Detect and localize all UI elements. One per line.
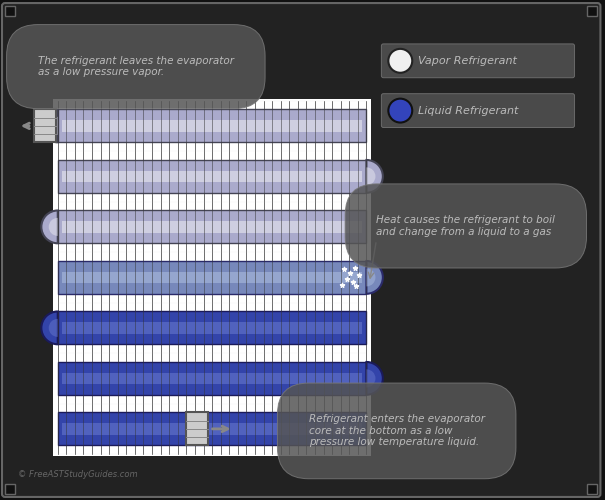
Wedge shape [367,362,383,395]
FancyBboxPatch shape [2,3,600,497]
Bar [587,484,598,494]
Bar [57,210,367,244]
Point [355,272,364,280]
Point [345,270,355,278]
Bar [5,6,15,16]
Bar [62,272,362,283]
Wedge shape [367,160,383,193]
Bar [62,120,362,132]
Bar [62,170,362,182]
Text: The refrigerant leaves the evaporator
as a low pressure vapor.: The refrigerant leaves the evaporator as… [38,56,234,78]
Bar [57,160,367,193]
Bar [57,412,367,446]
Wedge shape [41,210,57,244]
FancyBboxPatch shape [381,44,575,78]
Bar [62,423,362,434]
Text: Refrigerant enters the evaporator
core at the bottom as a low
pressure low tempe: Refrigerant enters the evaporator core a… [309,414,485,448]
Point [351,264,361,272]
Bar [5,484,15,494]
Bar [53,98,371,456]
Point [352,282,361,290]
Wedge shape [367,261,383,294]
Bar [57,312,367,344]
Circle shape [388,98,412,122]
Bar [62,372,362,384]
Text: Heat causes the refrigerant to boil
and change from a liquid to a gas: Heat causes the refrigerant to boil and … [376,215,555,236]
Wedge shape [49,218,57,236]
Bar [57,362,367,395]
Wedge shape [49,319,57,337]
Wedge shape [367,370,376,388]
Bar [34,110,56,142]
Point [342,276,352,283]
Bar [57,261,367,294]
Wedge shape [367,268,376,286]
Point [348,278,358,286]
Text: Liquid Refrigerant: Liquid Refrigerant [418,106,518,116]
Wedge shape [41,312,57,344]
Wedge shape [367,168,376,186]
Point [339,266,348,274]
FancyBboxPatch shape [381,94,575,128]
Point [337,282,347,290]
Bar [57,110,367,142]
Circle shape [388,49,412,73]
Wedge shape [41,110,57,142]
Wedge shape [49,117,57,135]
Text: © FreeASTStudyGuides.com: © FreeASTStudyGuides.com [18,470,137,479]
Text: Vapor Refrigerant: Vapor Refrigerant [418,56,517,66]
Bar [62,322,362,334]
Bar [186,412,208,446]
Bar [62,221,362,232]
Bar [587,6,598,16]
